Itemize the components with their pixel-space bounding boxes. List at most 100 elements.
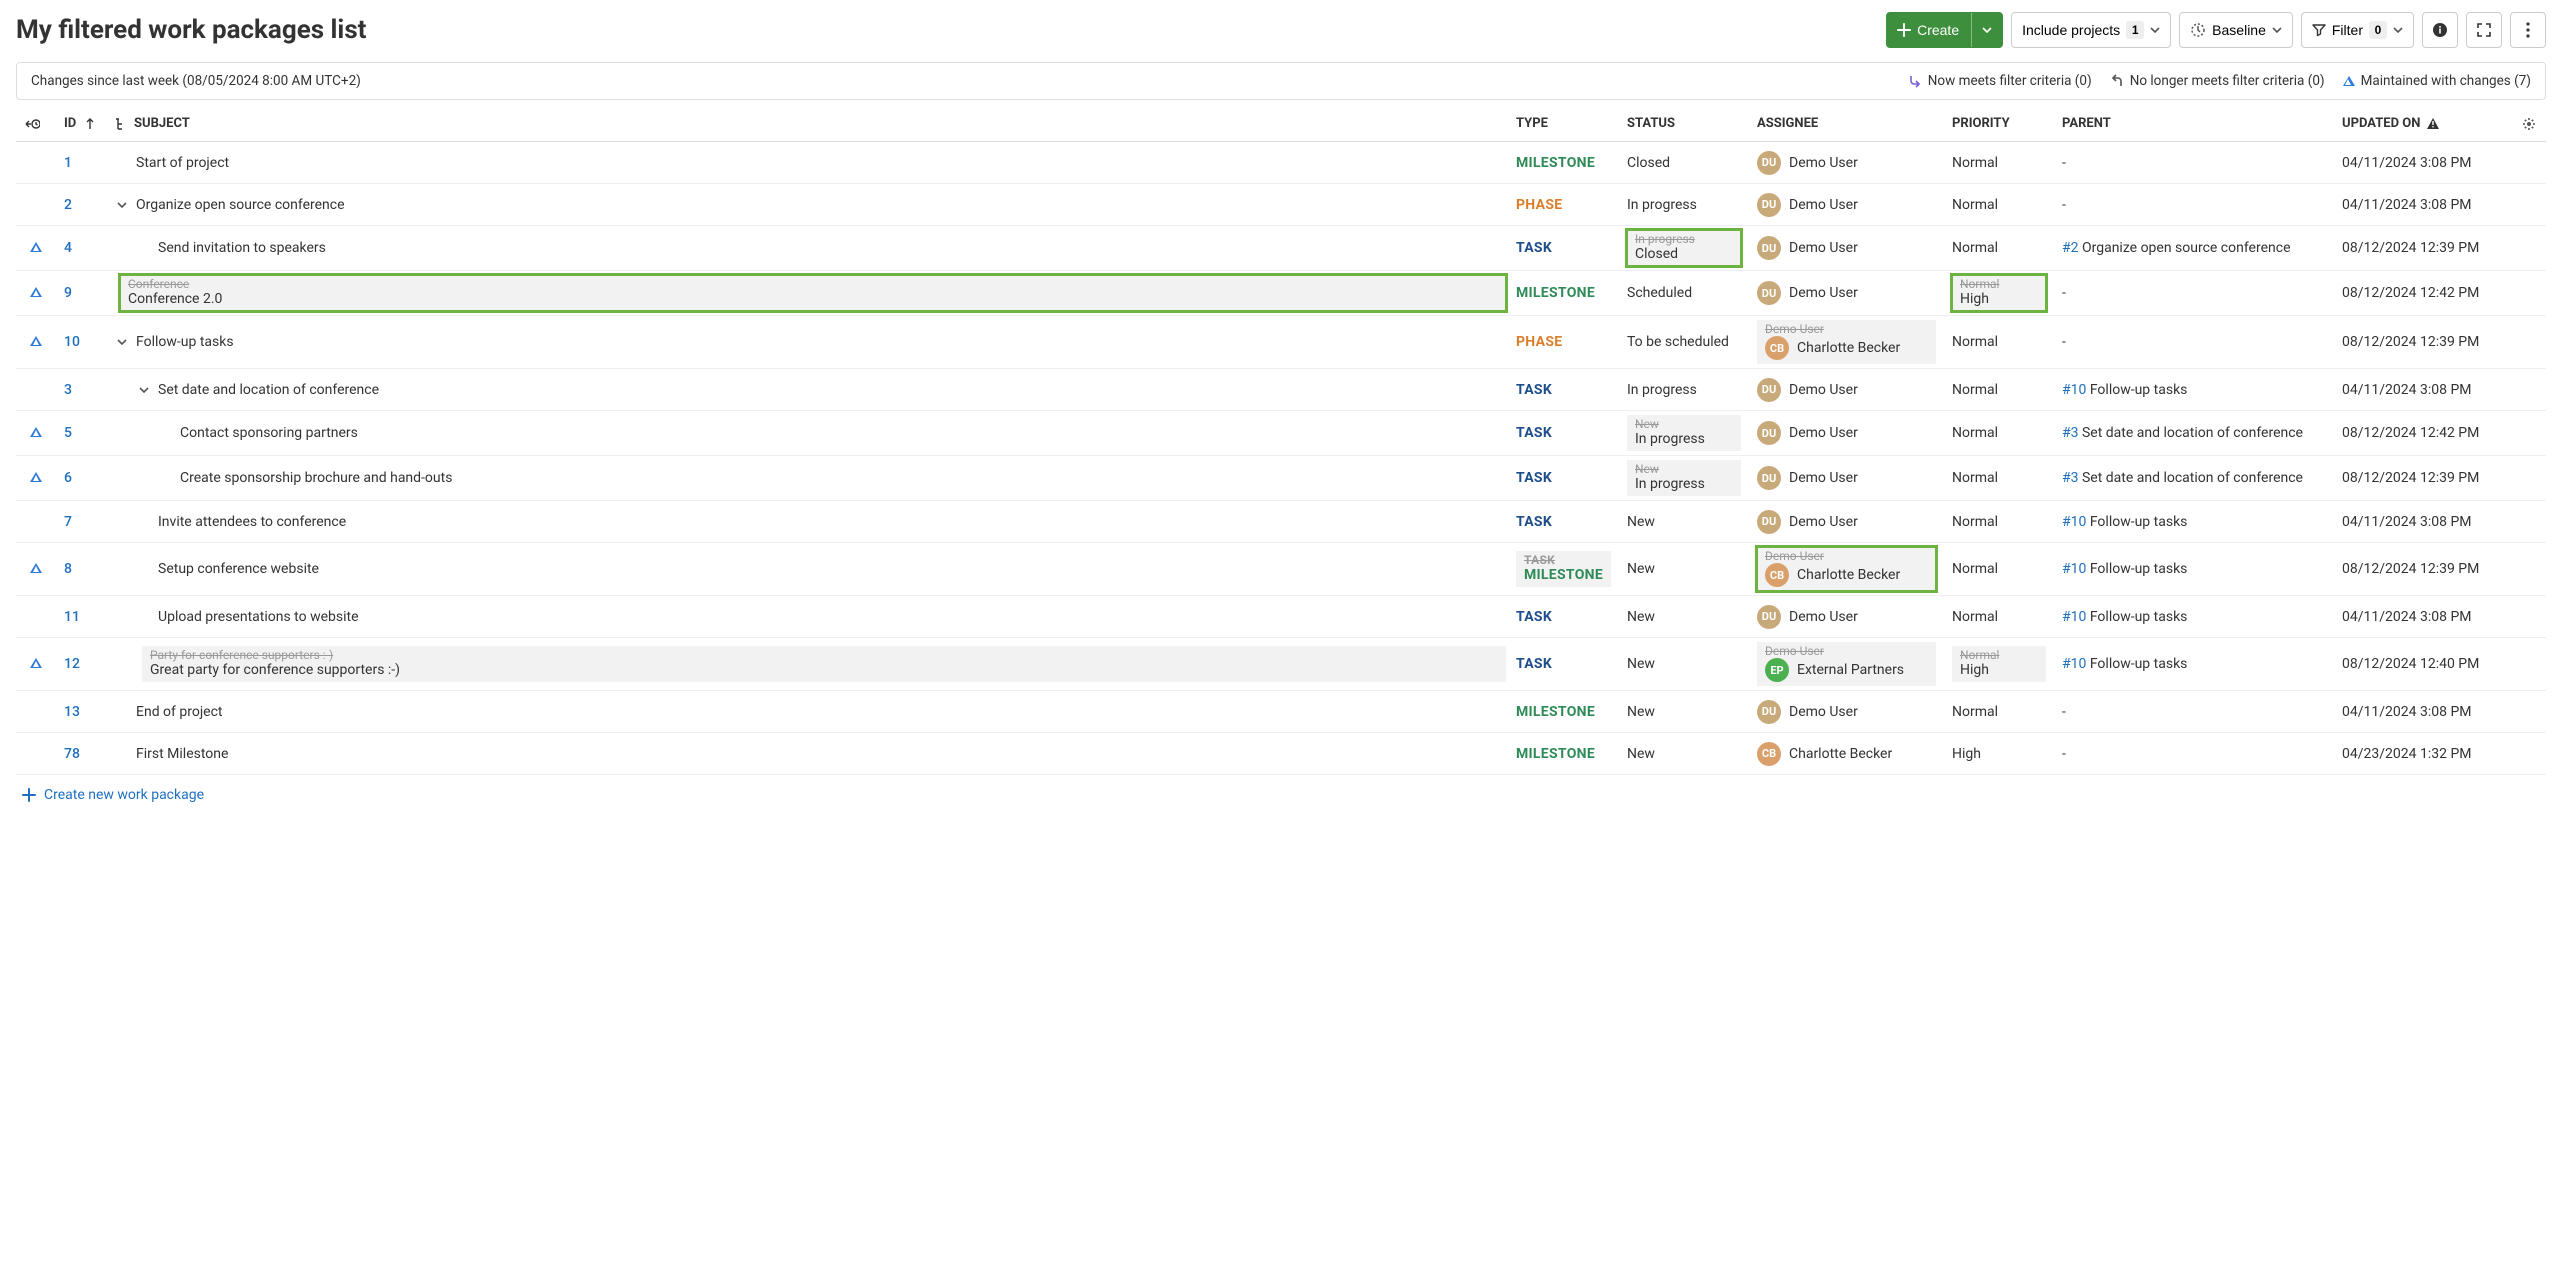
- col-type[interactable]: TYPE: [1508, 106, 1619, 142]
- priority-cell[interactable]: Normal: [1944, 316, 2054, 369]
- filter-button[interactable]: Filter 0: [2301, 12, 2414, 48]
- subject-cell[interactable]: Party for conference supporters :-)Great…: [106, 638, 1508, 691]
- type-cell[interactable]: PHASE: [1508, 316, 1619, 369]
- status-cell[interactable]: New: [1619, 638, 1749, 691]
- subject-cell[interactable]: Invite attendees to conference: [106, 501, 1508, 543]
- subject-cell[interactable]: Upload presentations to website: [106, 596, 1508, 638]
- col-priority[interactable]: PRIORITY: [1944, 106, 2054, 142]
- fullscreen-button[interactable]: [2466, 12, 2502, 48]
- parent-cell[interactable]: #10 Follow-up tasks: [2054, 501, 2334, 543]
- parent-cell[interactable]: -: [2054, 733, 2334, 775]
- parent-cell[interactable]: -: [2054, 271, 2334, 316]
- subject-cell[interactable]: Send invitation to speakers: [106, 226, 1508, 271]
- assignee-cell[interactable]: DUDemo User: [1749, 271, 1944, 316]
- id-cell[interactable]: 9: [56, 271, 106, 316]
- type-cell[interactable]: TASK: [1508, 638, 1619, 691]
- id-cell[interactable]: 6: [56, 456, 106, 501]
- priority-cell[interactable]: NormalHigh: [1944, 638, 2054, 691]
- status-cell[interactable]: NewIn progress: [1619, 456, 1749, 501]
- priority-cell[interactable]: Normal: [1944, 142, 2054, 184]
- id-cell[interactable]: 78: [56, 733, 106, 775]
- subject-cell[interactable]: Follow-up tasks: [106, 316, 1508, 369]
- priority-cell[interactable]: Normal: [1944, 501, 2054, 543]
- table-row[interactable]: 12Party for conference supporters :-)Gre…: [16, 638, 2546, 691]
- col-status[interactable]: STATUS: [1619, 106, 1749, 142]
- subject-cell[interactable]: Setup conference website: [106, 543, 1508, 596]
- include-projects-button[interactable]: Include projects 1: [2011, 12, 2171, 48]
- priority-cell[interactable]: Normal: [1944, 456, 2054, 501]
- status-cell[interactable]: In progress: [1619, 184, 1749, 226]
- subject-cell[interactable]: End of project: [106, 691, 1508, 733]
- table-row[interactable]: 7Invite attendees to conferenceTASKNewDU…: [16, 501, 2546, 543]
- type-cell[interactable]: MILESTONE: [1508, 271, 1619, 316]
- more-button[interactable]: [2510, 12, 2546, 48]
- table-row[interactable]: 10Follow-up tasksPHASETo be scheduledDem…: [16, 316, 2546, 369]
- type-cell[interactable]: TASK: [1508, 411, 1619, 456]
- col-baseline-marker[interactable]: [16, 106, 56, 142]
- priority-cell[interactable]: Normal: [1944, 691, 2054, 733]
- status-cell[interactable]: New: [1619, 733, 1749, 775]
- id-cell[interactable]: 10: [56, 316, 106, 369]
- subject-cell[interactable]: Set date and location of conference: [106, 369, 1508, 411]
- table-row[interactable]: 9ConferenceConference 2.0MILESTONESchedu…: [16, 271, 2546, 316]
- priority-cell[interactable]: Normal: [1944, 369, 2054, 411]
- id-cell[interactable]: 5: [56, 411, 106, 456]
- table-row[interactable]: 6Create sponsorship brochure and hand-ou…: [16, 456, 2546, 501]
- parent-cell[interactable]: #10 Follow-up tasks: [2054, 543, 2334, 596]
- col-id[interactable]: ID: [56, 106, 106, 142]
- status-cell[interactable]: New: [1619, 501, 1749, 543]
- parent-cell[interactable]: #2 Organize open source conference: [2054, 226, 2334, 271]
- priority-cell[interactable]: Normal: [1944, 411, 2054, 456]
- assignee-cell[interactable]: DUDemo User: [1749, 691, 1944, 733]
- id-cell[interactable]: 2: [56, 184, 106, 226]
- col-assignee[interactable]: ASSIGNEE: [1749, 106, 1944, 142]
- col-settings[interactable]: [2514, 106, 2546, 142]
- table-row[interactable]: 1Start of projectMILESTONEClosedDUDemo U…: [16, 142, 2546, 184]
- priority-cell[interactable]: Normal: [1944, 226, 2054, 271]
- priority-cell[interactable]: Normal: [1944, 596, 2054, 638]
- id-cell[interactable]: 3: [56, 369, 106, 411]
- id-cell[interactable]: 11: [56, 596, 106, 638]
- status-cell[interactable]: New: [1619, 543, 1749, 596]
- priority-cell[interactable]: High: [1944, 733, 2054, 775]
- type-cell[interactable]: TASK: [1508, 369, 1619, 411]
- assignee-cell[interactable]: DUDemo User: [1749, 184, 1944, 226]
- type-cell[interactable]: PHASE: [1508, 184, 1619, 226]
- assignee-cell[interactable]: DUDemo User: [1749, 456, 1944, 501]
- id-cell[interactable]: 8: [56, 543, 106, 596]
- id-cell[interactable]: 1: [56, 142, 106, 184]
- type-cell[interactable]: MILESTONE: [1508, 733, 1619, 775]
- col-parent[interactable]: PARENT: [2054, 106, 2334, 142]
- type-cell[interactable]: TASK: [1508, 456, 1619, 501]
- priority-cell[interactable]: NormalHigh: [1944, 271, 2054, 316]
- priority-cell[interactable]: Normal: [1944, 543, 2054, 596]
- assignee-cell[interactable]: DUDemo User: [1749, 501, 1944, 543]
- parent-cell[interactable]: -: [2054, 691, 2334, 733]
- status-cell[interactable]: New: [1619, 596, 1749, 638]
- id-cell[interactable]: 7: [56, 501, 106, 543]
- table-row[interactable]: 8Setup conference websiteTASKMILESTONENe…: [16, 543, 2546, 596]
- assignee-cell[interactable]: CBCharlotte Becker: [1749, 733, 1944, 775]
- id-cell[interactable]: 12: [56, 638, 106, 691]
- parent-cell[interactable]: -: [2054, 142, 2334, 184]
- id-cell[interactable]: 13: [56, 691, 106, 733]
- assignee-cell[interactable]: DUDemo User: [1749, 596, 1944, 638]
- table-row[interactable]: 4Send invitation to speakersTASKIn progr…: [16, 226, 2546, 271]
- assignee-cell[interactable]: Demo UserCBCharlotte Becker: [1749, 316, 1944, 369]
- type-cell[interactable]: MILESTONE: [1508, 142, 1619, 184]
- status-cell[interactable]: Scheduled: [1619, 271, 1749, 316]
- create-work-package-link[interactable]: Create new work package: [16, 775, 2546, 815]
- status-cell[interactable]: In progressClosed: [1619, 226, 1749, 271]
- type-cell[interactable]: TASKMILESTONE: [1508, 543, 1619, 596]
- subject-cell[interactable]: First Milestone: [106, 733, 1508, 775]
- assignee-cell[interactable]: DUDemo User: [1749, 369, 1944, 411]
- table-row[interactable]: 78First MilestoneMILESTONENewCBCharlotte…: [16, 733, 2546, 775]
- subject-cell[interactable]: Contact sponsoring partners: [106, 411, 1508, 456]
- id-cell[interactable]: 4: [56, 226, 106, 271]
- assignee-cell[interactable]: DUDemo User: [1749, 411, 1944, 456]
- priority-cell[interactable]: Normal: [1944, 184, 2054, 226]
- subject-cell[interactable]: ConferenceConference 2.0: [106, 271, 1508, 316]
- status-cell[interactable]: Closed: [1619, 142, 1749, 184]
- parent-cell[interactable]: #10 Follow-up tasks: [2054, 369, 2334, 411]
- type-cell[interactable]: MILESTONE: [1508, 691, 1619, 733]
